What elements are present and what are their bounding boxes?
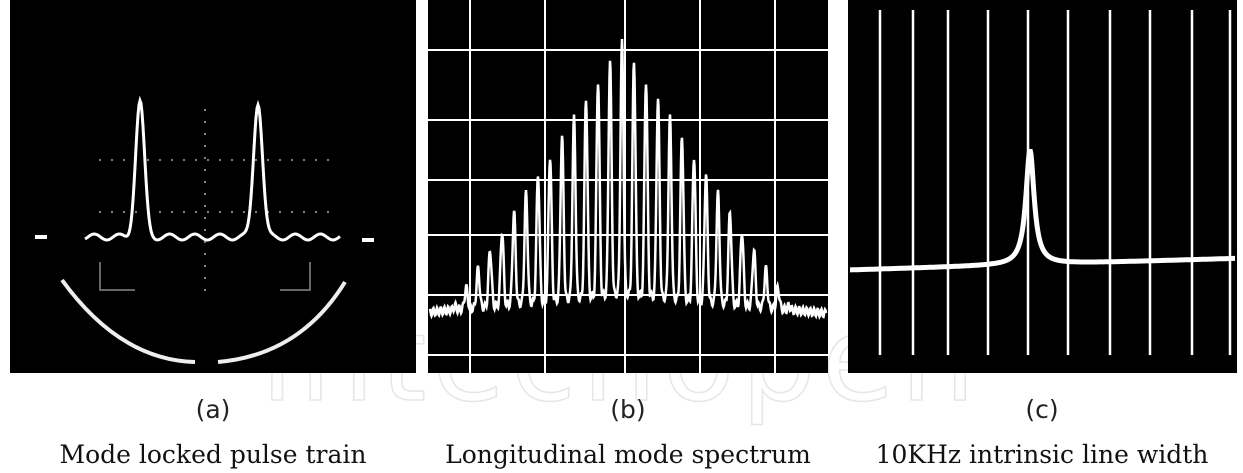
grid-dot — [123, 211, 125, 213]
grid-dot — [111, 159, 113, 161]
grid-dot — [111, 211, 113, 213]
grid-dot — [135, 211, 137, 213]
grid-dot — [204, 289, 206, 291]
grid-dot — [204, 169, 206, 171]
grid-dot — [183, 211, 185, 213]
grid-dot — [195, 211, 197, 213]
pulse-trace — [84, 95, 341, 242]
marker — [99, 262, 311, 291]
grid-dot — [315, 159, 317, 161]
grid-dot — [204, 241, 206, 243]
grid-dot — [204, 109, 206, 111]
panel-a-image — [10, 0, 416, 373]
grid-dot — [279, 211, 281, 213]
panel-caption: Longitudinal mode spectrum — [445, 440, 811, 469]
spectrum-trace — [428, 39, 828, 320]
dot — [362, 238, 374, 242]
grid-dot — [204, 229, 206, 231]
grid-dot — [123, 159, 125, 161]
panel-label: (a) — [196, 395, 231, 424]
grid-dot — [255, 211, 257, 213]
grid-dot — [195, 159, 197, 161]
grid-dot — [204, 253, 206, 255]
grid-dot — [159, 211, 161, 213]
grid-dot — [99, 159, 101, 161]
dot — [35, 235, 47, 239]
panel-label: (b) — [610, 395, 645, 424]
grid-dot — [204, 193, 206, 195]
grid-dot — [303, 159, 305, 161]
grid-dot — [219, 159, 221, 161]
grid-dot — [303, 211, 305, 213]
grid-dot — [207, 211, 209, 213]
grid-dot — [204, 133, 206, 135]
grid-dot — [231, 211, 233, 213]
grid-dot — [204, 205, 206, 207]
panel-caption: Mode locked pulse train — [59, 440, 366, 469]
grid-dot — [219, 211, 221, 213]
traces — [35, 0, 1235, 373]
grid-dot — [243, 211, 245, 213]
panel-b-image — [428, 0, 828, 373]
linewidth-trace — [850, 149, 1235, 273]
grid-dot — [204, 277, 206, 279]
grid-dot — [147, 159, 149, 161]
grid-dot — [291, 211, 293, 213]
panel-label: (c) — [1025, 395, 1058, 424]
grid-dot — [171, 159, 173, 161]
grid-dot — [255, 159, 257, 161]
grid-dot — [327, 211, 329, 213]
grid-dot — [315, 211, 317, 213]
grid-dot — [279, 159, 281, 161]
grid-dot — [291, 159, 293, 161]
grid-dot — [204, 121, 206, 123]
grid-dot — [159, 159, 161, 161]
grid-dot — [171, 211, 173, 213]
grid-dot — [327, 159, 329, 161]
grid-dot — [183, 159, 185, 161]
grid-dot — [204, 145, 206, 147]
panel-c-image — [848, 0, 1237, 373]
grid-dot — [207, 159, 209, 161]
grid-dot — [99, 211, 101, 213]
grid-dot — [204, 265, 206, 267]
grid-dot — [204, 217, 206, 219]
grid-dot — [204, 181, 206, 183]
grid-dot — [267, 159, 269, 161]
panel-caption: 10KHz intrinsic line width — [876, 440, 1209, 469]
sweep-arc — [60, 278, 196, 364]
grid-dot — [243, 159, 245, 161]
grid-dot — [231, 159, 233, 161]
sweep-arc — [217, 280, 347, 364]
grid-dot — [204, 157, 206, 159]
